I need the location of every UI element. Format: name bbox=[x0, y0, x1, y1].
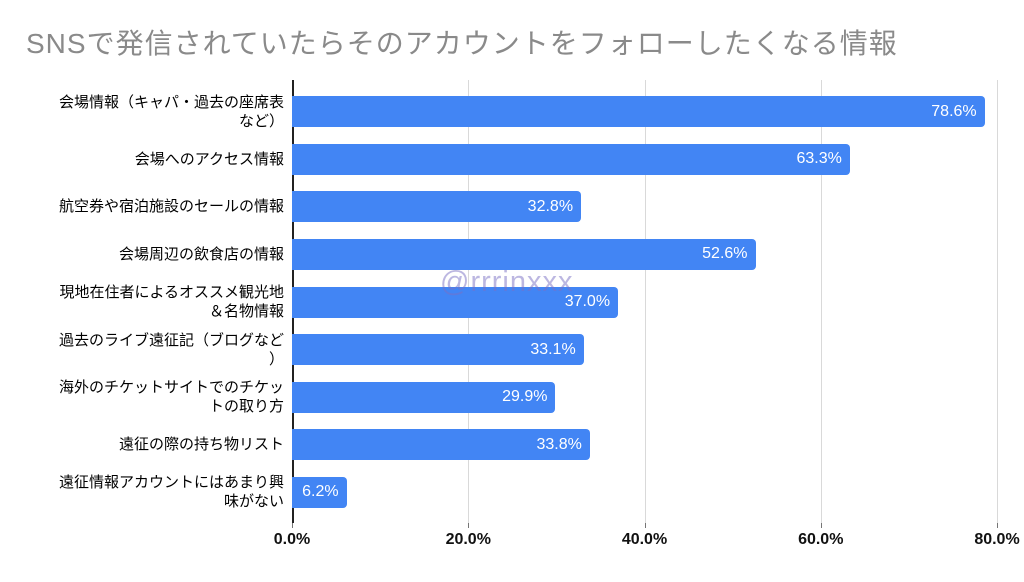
bar-row: 32.8% bbox=[292, 183, 997, 231]
x-tick-label: 40.0% bbox=[621, 531, 668, 548]
x-tick-label: 20.0% bbox=[445, 531, 491, 548]
bar: 33.8% bbox=[292, 429, 590, 461]
bar-row: 33.1% bbox=[292, 326, 997, 374]
bars-band: 78.6% 63.3% 32.8% 52.6% 37.0% 33.1% 29.9% 33.8%… bbox=[292, 88, 997, 516]
plot-area: 78.6% 63.3% 32.8% 52.6% 37.0% 33.1% 29.9% 33.8%… bbox=[292, 80, 998, 523]
x-tick-label: 60.0% bbox=[798, 531, 844, 548]
bar: 29.9% bbox=[292, 381, 556, 413]
category-label: 遠征情報アカウントにはあまり興 味がない bbox=[58, 474, 284, 511]
bar-value-label: 52.6% bbox=[702, 245, 748, 263]
category-label: 現地在住者によるオススメ観光地 ＆名物情報 bbox=[59, 284, 284, 321]
x-tick-label: 80.0% bbox=[974, 531, 1020, 548]
bar-value-label: 37.0% bbox=[564, 293, 611, 311]
x-tick-label: 0.0% bbox=[273, 531, 311, 548]
category-label: 会場周辺の飲食店の情報 bbox=[118, 245, 284, 263]
category-label: 遠征の際の持ち物リスト bbox=[118, 436, 284, 454]
bar-value-label: 78.6% bbox=[931, 102, 977, 120]
bar-value-label: 6.2% bbox=[302, 483, 339, 501]
bar-row: 52.6% bbox=[292, 231, 997, 279]
category-label: 会場へのアクセス情報 bbox=[134, 150, 284, 168]
x-tick-mark bbox=[468, 523, 470, 528]
gridline bbox=[997, 80, 998, 523]
category-label: 過去のライブ遠征記（ブログなど） bbox=[58, 331, 284, 368]
category-label: 会場情報（キャパ・過去の座席表 など） bbox=[58, 93, 284, 130]
bar-row: 78.6% bbox=[292, 88, 997, 136]
bar-value-label: 29.9% bbox=[502, 388, 548, 406]
bar-row: 33.8% bbox=[292, 421, 997, 469]
bar-row: 37.0% bbox=[292, 278, 997, 326]
bar: 37.0% bbox=[292, 286, 619, 318]
bar: 6.2% bbox=[292, 476, 347, 508]
bar-value-label: 33.8% bbox=[536, 435, 582, 453]
bar-value-label: 32.8% bbox=[527, 197, 574, 215]
bar: 52.6% bbox=[292, 238, 756, 270]
x-axis: 0.0% 20.0% 40.0% 60.0% 80.0% bbox=[274, 523, 1020, 557]
bar: 33.1% bbox=[292, 334, 584, 366]
bar-value-label: 33.1% bbox=[530, 340, 576, 358]
bar-row: 6.2% bbox=[292, 469, 997, 517]
chart-title: SNSで発信されていたらそのアカウントをフォローしたくなる情報 bbox=[26, 28, 898, 59]
gridline bbox=[644, 80, 646, 523]
bar: 32.8% bbox=[292, 191, 582, 223]
bar-row: 29.9% bbox=[292, 373, 997, 421]
bar-row: 63.3% bbox=[292, 136, 997, 184]
bar: 63.3% bbox=[292, 143, 850, 175]
x-tick-mark bbox=[820, 523, 822, 528]
category-label: 航空券や宿泊施設のセールの情報 bbox=[58, 198, 284, 216]
bar: 78.6% bbox=[292, 96, 985, 128]
category-labels: 会場情報（キャパ・過去の座席表 など） 会場へのアクセス情報航空券や宿泊施設のセール… bbox=[0, 88, 284, 516]
x-tick-mark bbox=[644, 523, 646, 528]
gridline bbox=[820, 80, 822, 523]
x-tick-mark bbox=[292, 523, 293, 528]
bar-value-label: 63.3% bbox=[796, 150, 842, 168]
category-label: 海外のチケットサイトでのチケッ トの取り方 bbox=[58, 379, 284, 416]
x-tick-mark bbox=[997, 523, 998, 528]
